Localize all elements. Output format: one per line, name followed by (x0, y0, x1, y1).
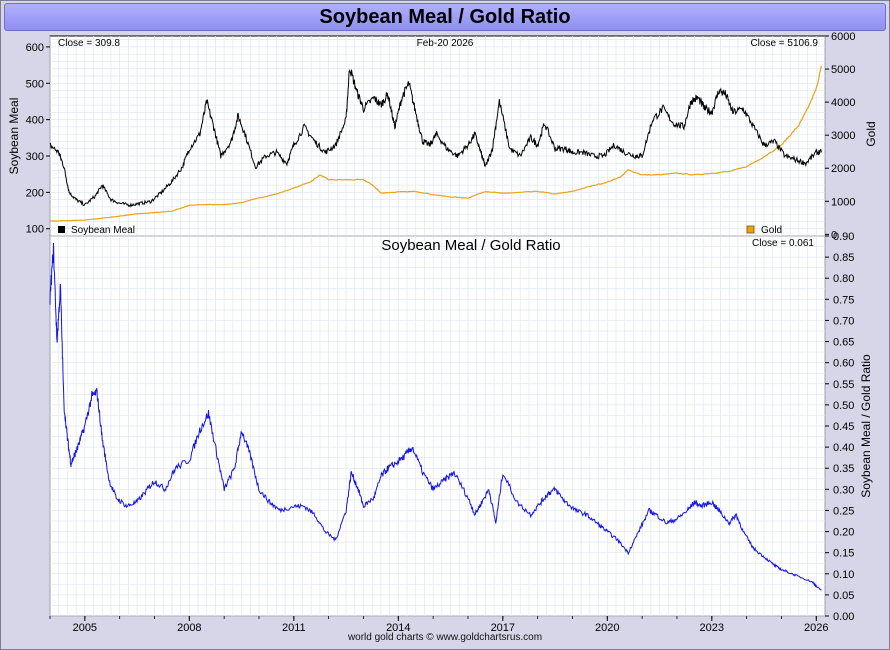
footer-credit: world gold charts © www.goldchartsrus.co… (347, 632, 543, 643)
top-panel-series (49, 65, 823, 222)
top-panel-axes: 1002003004005006000100020003000400050006… (26, 31, 856, 241)
bottom-panel-axes: 0.00 0.05 0.10 0.15 0.20 0.25 0.30 0.35 0.40 0.45… (49, 231, 854, 634)
y-tick-label-left: 300 (26, 151, 44, 163)
x-tick-label: 2023 (700, 622, 724, 634)
y-tick-label-right: 5000 (831, 64, 855, 76)
soybean-meal-line (49, 68, 822, 208)
y-tick-label-right: 0.40 (833, 442, 854, 454)
y-tick-label-right: 0.75 (833, 294, 854, 306)
bottom-panel-series (49, 242, 822, 591)
gold-line (49, 65, 823, 222)
y-tick-label-right: 0.50 (833, 400, 854, 412)
x-tick-label: 2020 (595, 622, 619, 634)
ratio-line (49, 242, 822, 591)
ratio-close-label: Close = 0.061 (752, 238, 814, 249)
bottom-panel-grid (49, 235, 826, 617)
y-tick-label-left: 500 (26, 78, 44, 90)
y-tick-label-right: 0.85 (833, 252, 854, 264)
soybean-meal-legend-swatch (58, 226, 65, 233)
top-date-label: Feb-20 2026 (417, 38, 474, 49)
gold-legend-label: Gold (761, 225, 782, 236)
ratio-axis-label: Soybean Meal / Gold Ratio (859, 354, 873, 498)
y-tick-label-right: 0.55 (833, 379, 854, 391)
gold-legend-swatch (746, 225, 755, 234)
y-tick-label-right: 0.35 (833, 463, 854, 475)
y-tick-label-right: 4000 (831, 97, 855, 109)
x-tick-label: 2026 (804, 622, 828, 634)
gold-axis-label: Gold (864, 121, 878, 146)
x-tick-label: 2008 (177, 622, 201, 634)
y-tick-label-left: 400 (26, 115, 44, 127)
y-tick-label-left: 200 (26, 187, 44, 199)
y-tick-label-right: 0.70 (833, 315, 854, 327)
y-tick-label-right: 0 (831, 229, 837, 241)
y-tick-label-right: 1000 (831, 196, 855, 208)
y-tick-label-right: 0.25 (833, 505, 854, 517)
x-tick-label: 2014 (386, 622, 410, 634)
y-tick-label-right: 0.65 (833, 337, 854, 349)
top-left-close-label: Close = 309.8 (58, 38, 120, 49)
soybean-meal-axis-label: Soybean Meal (7, 98, 21, 175)
y-tick-label-right: 0.90 (833, 231, 854, 243)
y-tick-label-right: 0.60 (833, 358, 854, 370)
y-tick-label-right: 0.20 (833, 527, 854, 539)
ratio-chart-title: Soybean Meal / Gold Ratio (381, 237, 560, 254)
y-tick-label-right: 0.45 (833, 421, 854, 433)
y-tick-label-right: 2000 (831, 163, 855, 175)
y-tick-label-right: 6000 (831, 31, 855, 43)
page-title: Soybean Meal / Gold Ratio (4, 3, 886, 31)
y-tick-label-right: 0.00 (833, 611, 854, 623)
y-tick-label-right: 0.05 (833, 590, 854, 602)
y-tick-label-right: 3000 (831, 130, 855, 142)
x-tick-label: 2005 (73, 622, 97, 634)
y-tick-label-left: 600 (26, 42, 44, 54)
x-tick-label: 2017 (491, 622, 515, 634)
y-tick-label-right: 0.10 (833, 569, 854, 581)
top-right-close-label: Close = 5106.9 (750, 38, 818, 49)
y-tick-label-left: 100 (26, 224, 44, 236)
x-tick-label: 2011 (282, 622, 306, 634)
y-tick-label-right: 0.80 (833, 273, 854, 285)
y-tick-label-right: 0.15 (833, 548, 854, 560)
soybean-meal-legend-label: Soybean Meal (71, 225, 135, 236)
y-tick-label-right: 0.30 (833, 484, 854, 496)
